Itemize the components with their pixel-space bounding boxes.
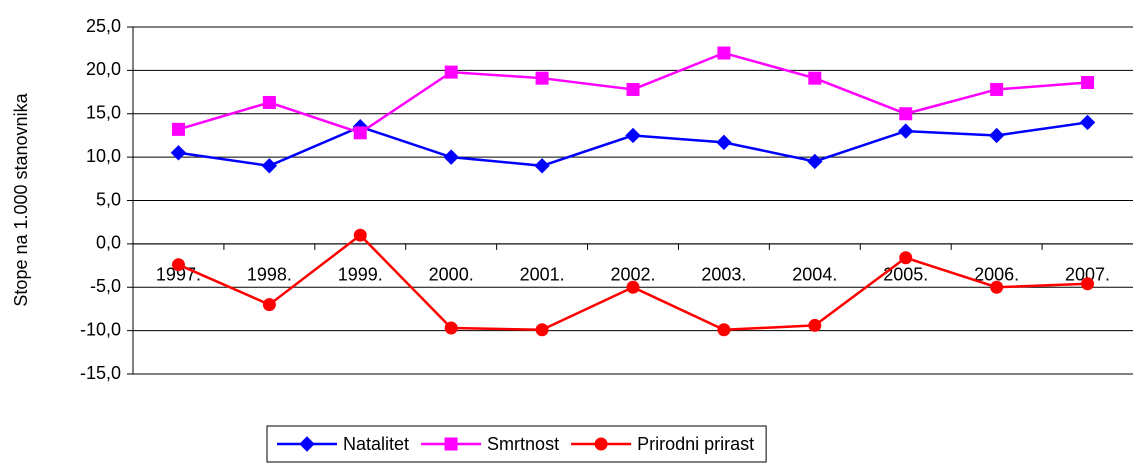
x-tick-label: 2007. (1065, 265, 1110, 285)
marker (717, 323, 731, 337)
marker (808, 71, 822, 85)
y-tick-label: 20,0 (86, 59, 121, 79)
y-tick-label: 5,0 (96, 189, 121, 209)
marker (594, 437, 608, 451)
x-tick-label: 1998. (247, 265, 292, 285)
x-tick-label: 2003. (701, 265, 746, 285)
y-tick-label: 15,0 (86, 103, 121, 123)
legend-label: Smrtnost (487, 434, 559, 454)
marker (444, 437, 458, 451)
legend-box (266, 425, 767, 463)
marker (899, 251, 913, 265)
marker (444, 321, 458, 335)
marker (1079, 114, 1096, 131)
marker (717, 46, 731, 60)
marker (262, 95, 276, 109)
x-tick-label: 1999. (338, 265, 383, 285)
marker (171, 122, 185, 136)
y-tick-label: -5,0 (90, 276, 121, 296)
x-tick-label: 2001. (520, 265, 565, 285)
marker (625, 127, 641, 144)
x-tick-label: 2006. (974, 265, 1019, 285)
marker (626, 280, 640, 294)
marker (626, 82, 640, 96)
marker (990, 280, 1004, 294)
y-tick-label: 0,0 (96, 233, 121, 253)
marker (535, 323, 549, 337)
marker (898, 123, 914, 139)
legend: Natalitet Smrtnost Prirodni prirast (266, 425, 767, 463)
marker (262, 298, 276, 312)
marker (353, 228, 367, 242)
x-tick-label: 2004. (792, 265, 837, 285)
marker (535, 71, 549, 85)
marker (443, 149, 459, 165)
x-tick-label: 2005. (883, 265, 928, 285)
marker (1081, 277, 1095, 291)
y-tick-label: 25,0 (86, 16, 121, 36)
marker (170, 145, 187, 161)
y-tick-label: -10,0 (80, 319, 121, 339)
marker (171, 258, 185, 272)
marker (990, 82, 1004, 96)
marker (716, 134, 732, 151)
legend-label: Natalitet (343, 434, 409, 454)
marker (353, 126, 367, 140)
marker (444, 65, 458, 79)
y-tick-label: 10,0 (86, 146, 121, 166)
y-tick-label: -15,0 (80, 363, 121, 383)
x-tick-label: 2000. (429, 265, 474, 285)
x-tick-label: 2002. (610, 265, 655, 285)
legend-label: Prirodni prirast (637, 434, 754, 454)
marker (261, 158, 278, 174)
marker (899, 107, 913, 121)
marker (534, 158, 550, 174)
marker (988, 127, 1005, 144)
y-axis-label: Stope na 1.000 stanovnika (11, 92, 31, 306)
marker (807, 153, 823, 170)
marker (299, 436, 315, 452)
marker (808, 318, 822, 332)
marker (1081, 76, 1095, 90)
